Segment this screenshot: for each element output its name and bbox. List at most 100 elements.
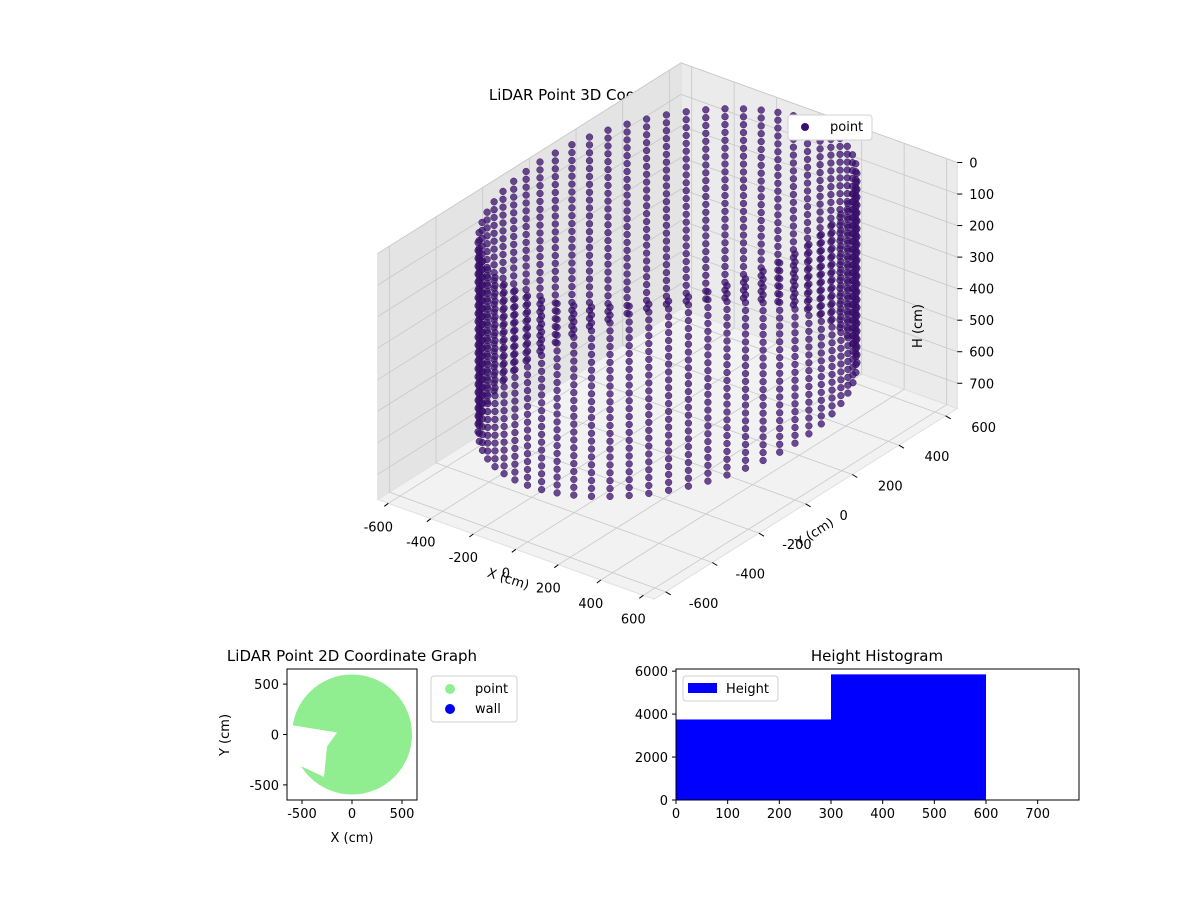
data-point	[776, 338, 784, 346]
data-point	[664, 415, 673, 423]
data-point	[553, 371, 561, 379]
data-point	[843, 142, 851, 150]
x-tick-label: 500	[922, 807, 947, 822]
data-point	[604, 284, 612, 292]
data-point	[568, 172, 576, 180]
data-point	[500, 344, 508, 352]
data-point	[490, 237, 498, 245]
data-point	[606, 429, 614, 438]
data-point	[510, 209, 518, 217]
data-point	[702, 240, 710, 248]
data-point	[587, 390, 596, 398]
data-point	[682, 163, 690, 171]
legend-label-point: point	[475, 682, 508, 697]
data-point	[500, 407, 508, 415]
data-point	[723, 424, 731, 432]
data-point	[490, 229, 498, 237]
data-point	[774, 227, 782, 235]
data-point	[721, 128, 729, 137]
data-point	[523, 331, 532, 340]
data-point	[682, 108, 690, 116]
data-point	[721, 152, 729, 160]
data-point	[817, 412, 825, 420]
data-point	[776, 361, 784, 370]
data-point	[828, 276, 836, 284]
data-point	[500, 430, 508, 438]
data-point	[721, 160, 729, 168]
data-point	[491, 431, 499, 439]
data-point	[684, 340, 693, 348]
data-point	[739, 239, 748, 247]
data-point	[741, 330, 750, 338]
data-point	[587, 445, 596, 453]
data-point	[511, 350, 519, 358]
chart-2d-ticks: -500 0 500 -500 0 500	[249, 678, 414, 822]
data-point	[721, 105, 729, 113]
data-point	[553, 315, 561, 324]
data-point	[499, 235, 507, 243]
data-point	[805, 351, 813, 359]
data-point	[510, 264, 518, 272]
data-point	[682, 273, 690, 282]
data-point	[817, 231, 825, 239]
z-tick-label: 100	[969, 188, 994, 203]
data-point	[702, 169, 710, 177]
data-point	[553, 355, 561, 363]
data-point	[553, 339, 561, 347]
data-point	[606, 406, 614, 414]
data-point	[774, 211, 782, 219]
data-point	[491, 400, 499, 408]
data-point	[523, 402, 532, 411]
data-point	[537, 359, 546, 368]
data-point	[500, 288, 508, 297]
data-point	[511, 381, 519, 389]
x-tick-label: 200	[536, 582, 561, 597]
data-point	[570, 475, 578, 484]
x-tick-label: 400	[578, 597, 603, 612]
data-point	[836, 182, 844, 190]
data-point	[664, 352, 673, 360]
data-point	[791, 329, 799, 337]
data-point	[662, 284, 671, 293]
data-point	[551, 236, 559, 244]
data-point	[759, 307, 767, 315]
data-point	[774, 203, 782, 211]
data-point	[853, 169, 861, 178]
grid-line-x	[558, 128, 863, 566]
data-point	[536, 245, 544, 253]
data-point	[510, 185, 518, 193]
data-point	[606, 366, 614, 374]
data-point	[702, 185, 710, 193]
data-point	[491, 463, 499, 471]
data-point	[828, 252, 836, 260]
x-tick-label: 100	[715, 807, 740, 822]
data-point	[587, 469, 596, 477]
data-point	[827, 206, 835, 214]
data-point	[702, 279, 710, 287]
data-point	[662, 269, 671, 277]
data-point	[837, 305, 845, 313]
data-point	[721, 215, 729, 223]
data-point	[587, 327, 596, 335]
data-point	[587, 350, 596, 359]
data-point	[662, 150, 671, 159]
data-point	[623, 144, 631, 152]
data-point	[536, 284, 544, 292]
chart-2d-points	[287, 674, 412, 795]
data-point	[828, 307, 836, 315]
data-point	[791, 376, 799, 384]
data-point	[723, 337, 731, 345]
data-point	[604, 276, 612, 284]
data-point	[662, 174, 671, 182]
data-point	[570, 381, 578, 389]
data-point	[759, 378, 767, 386]
legend-label-wall: wall	[475, 702, 501, 717]
histogram-frame	[675, 668, 1080, 801]
data-point	[645, 442, 653, 450]
empty-region	[287, 724, 337, 777]
data-point	[741, 306, 750, 315]
data-point	[816, 208, 824, 216]
data-point	[837, 265, 845, 274]
data-point	[684, 380, 693, 388]
